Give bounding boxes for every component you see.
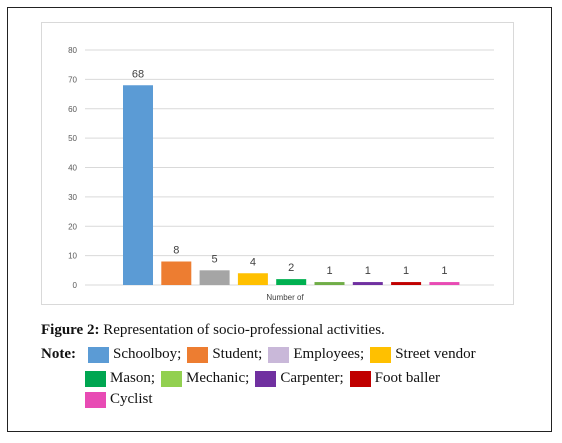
caption-text: Representation of socio-professional act… <box>99 322 385 338</box>
legend-item-schoolboy: Schoolboy; <box>88 346 181 363</box>
data-label: 1 <box>365 265 371 277</box>
legend-swatch <box>88 346 109 363</box>
data-label: 5 <box>212 253 218 265</box>
x-axis-label: Number of <box>266 293 304 302</box>
note-line-1: Note: Schoolboy; Student; Employees; Str… <box>41 346 482 363</box>
figure-caption: Figure 2: Representation of socio-profes… <box>41 322 385 339</box>
legend-label: Cyclist <box>110 391 153 407</box>
bar-foot-baller <box>391 282 422 285</box>
bar-mason <box>276 279 307 285</box>
legend-swatch <box>370 346 392 363</box>
legend-swatch <box>85 391 106 408</box>
legend-label: Student; <box>212 346 263 362</box>
data-label: 1 <box>326 265 332 277</box>
data-label: 4 <box>250 256 256 268</box>
bar-chart: 0 10 20 30 40 50 60 70 80 68 8 5 4 2 1 1 1 1 Number of <box>68 46 494 302</box>
legend-swatch <box>161 370 182 387</box>
legend-item-carpenter: Carpenter; <box>255 370 344 387</box>
bar-carpenter <box>352 282 383 285</box>
data-label: 68 <box>132 68 144 80</box>
figure-frame: 0 10 20 30 40 50 60 70 80 68 8 5 4 2 1 1 1 1 Number of Fig… <box>7 7 552 432</box>
data-label: 2 <box>288 262 294 274</box>
note-heading: Note: <box>41 346 76 362</box>
y-tick-label: 10 <box>68 252 77 261</box>
legend-label: Foot baller <box>374 370 441 386</box>
bar-employees <box>199 270 230 285</box>
data-label: 1 <box>441 265 447 277</box>
legend-swatch <box>85 370 106 387</box>
legend-label: Street vendor <box>395 346 476 362</box>
legend-label: Mason; <box>110 370 155 386</box>
bar-mechanic <box>314 282 345 285</box>
legend-item-street-vendor: Street vendor <box>370 346 476 363</box>
y-tick-label: 30 <box>68 193 77 202</box>
y-tick-label: 80 <box>68 46 77 55</box>
legend-label: Employees; <box>293 346 365 362</box>
bar-street-vendor <box>237 273 268 285</box>
legend-item-student: Student; <box>187 346 262 363</box>
y-tick-label: 70 <box>68 75 77 84</box>
legend-swatch <box>255 370 277 387</box>
legend-item-mason: Mason; <box>85 370 155 387</box>
chart-area: 0 10 20 30 40 50 60 70 80 68 8 5 4 2 1 1 1 1 Number of <box>41 22 514 305</box>
legend-item-foot-baller: Foot baller <box>349 370 441 387</box>
data-label: 8 <box>173 245 179 257</box>
legend-swatch <box>268 346 290 363</box>
legend-item-employees: Employees; <box>268 346 364 363</box>
note-line-3: Cyclist <box>85 391 159 408</box>
y-tick-label: 60 <box>68 105 77 114</box>
caption-label: Figure 2: <box>41 322 100 338</box>
legend-item-cyclist: Cyclist <box>85 391 153 408</box>
legend-swatch <box>187 346 209 363</box>
y-tick-label: 40 <box>68 164 77 173</box>
bar-cyclist <box>429 282 460 285</box>
legend-label: Mechanic; <box>186 370 250 386</box>
y-tick-label: 0 <box>73 281 78 290</box>
bar-schoolboy <box>123 85 153 285</box>
legend-swatch <box>349 370 371 387</box>
y-tick-label: 50 <box>68 134 77 143</box>
legend-label: Schoolboy; <box>113 346 182 362</box>
data-label: 1 <box>403 265 409 277</box>
note-line-2: Mason; Mechanic; Carpenter; Foot baller <box>85 370 446 387</box>
legend-label: Carpenter; <box>280 370 344 386</box>
bar-student <box>161 261 192 285</box>
y-tick-label: 20 <box>68 222 77 231</box>
legend-item-mechanic: Mechanic; <box>161 370 249 387</box>
